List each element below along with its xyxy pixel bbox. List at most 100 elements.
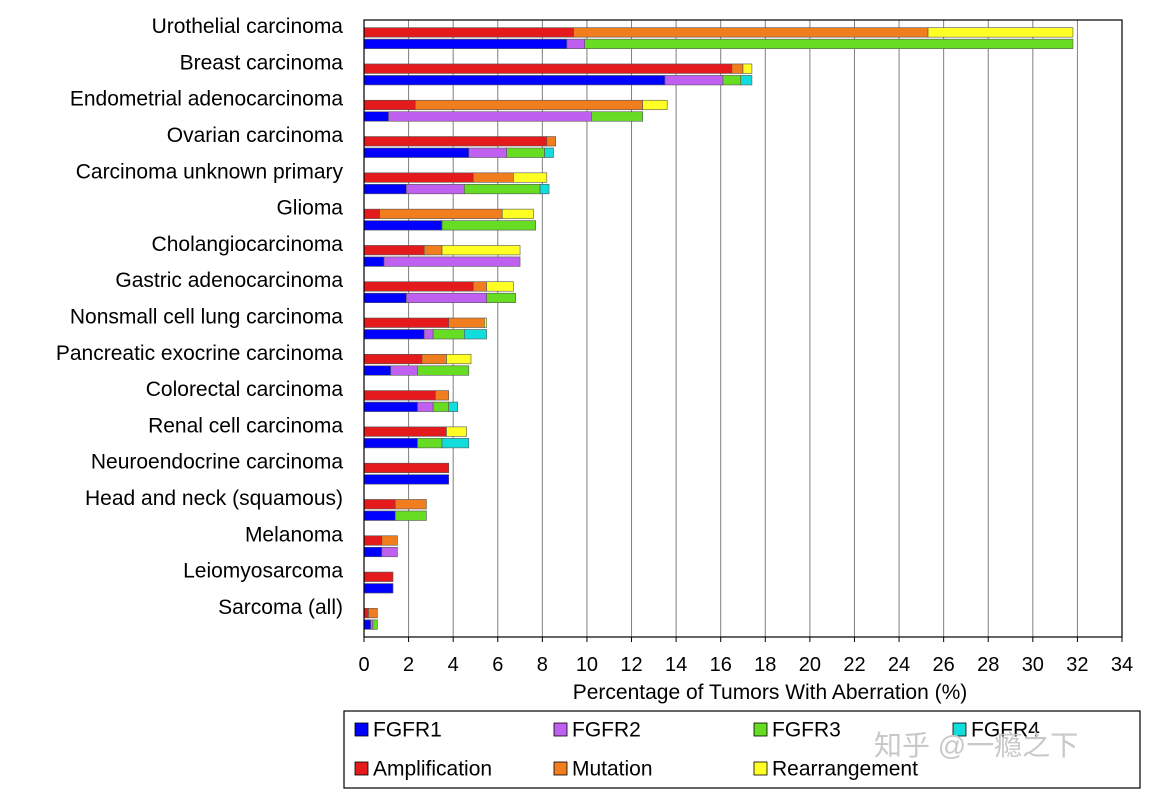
bar-gene-fgfr1 [363,147,470,158]
bar-aberration-mutation [381,535,398,546]
category-label: Breast carcinoma [180,51,344,74]
bar-gene-fgfr2 [566,38,586,49]
legend-swatch-fgfr2 [553,722,568,737]
bar-aberration-rearrangement [742,63,753,74]
bar-gene-fgfr4 [539,184,550,195]
category-label: Nonsmall cell lung carcinoma [70,306,343,329]
legend-swatch-mutation [553,761,568,776]
bar-aberration-mutation [435,390,450,401]
bar-gene-fgfr2 [383,256,521,267]
category-label: Urothelial carcinoma [152,15,344,38]
category-label: Melanoma [245,523,343,546]
legend-label-fgfr1: FGFR1 [373,719,442,742]
bar-aberration-rearrangement [501,208,534,219]
legend-swatch-fgfr1 [354,722,369,737]
bar-aberration-amplification [363,136,548,147]
category-label: Cholangiocarcinoma [152,233,344,256]
watermark-text: 知乎 @一瘾之下 [874,730,1078,761]
bar-aberration-mutation [472,281,487,292]
bar-gene-fgfr1 [363,619,371,630]
bar-gene-fgfr1 [363,220,443,231]
bar-gene-fgfr3 [722,75,742,86]
legend-swatch-amplification [354,761,369,776]
bar-gene-fgfr3 [584,38,1074,49]
legend-swatch-fgfr4 [952,722,967,737]
category-label: Carcinoma unknown primary [76,160,344,183]
bar-gene-fgfr2 [664,75,724,86]
bar-aberration-rearrangement [484,317,487,328]
legend-swatch-fgfr3 [753,722,768,737]
bar-aberration-amplification [363,535,383,546]
bar-aberration-mutation [423,245,443,256]
bar-gene-fgfr1 [363,292,407,304]
x-tick-label-24: 24 [888,654,910,676]
bar-aberration-amplification [363,571,394,582]
x-tick-label-22: 22 [843,654,865,676]
bar-aberration-amplification [363,172,474,183]
category-label: Gastric adenocarcinoma [115,269,343,292]
bar-gene-fgfr1 [363,256,385,267]
bar-gene-fgfr3 [417,438,443,449]
category-label: Glioma [276,197,343,220]
x-tick-label-16: 16 [710,654,732,676]
bar-aberration-amplification [363,426,447,437]
legend-swatch-rearrangement [753,761,768,776]
bar-aberration-rearrangement [486,281,514,292]
bar-aberration-amplification [363,281,474,292]
legend-label-mutation: Mutation [572,758,653,781]
bar-gene-fgfr1 [363,401,418,412]
x-tick-label-20: 20 [799,654,821,676]
x-tick-label-26: 26 [933,654,955,676]
bar-gene-fgfr1 [363,111,389,122]
legend-frame [343,710,1141,789]
bar-aberration-amplification [363,63,733,74]
bar-aberration-amplification [363,390,436,401]
legend-label-fgfr3: FGFR3 [772,719,841,742]
bar-aberration-amplification [363,208,380,219]
bar-gene-fgfr3 [506,147,545,158]
bar-gene-fgfr1 [363,438,418,449]
category-label: Endometrial adenocarcinoma [70,88,343,111]
bar-gene-fgfr4 [740,75,753,86]
bar-aberration-rearrangement [446,426,467,437]
bar-aberration-amplification [363,353,423,365]
category-label: Leiomyosarcoma [183,560,343,583]
x-tick-label-34: 34 [1111,654,1133,676]
x-tick-label-12: 12 [620,654,642,676]
bar-gene-fgfr3 [432,401,450,412]
legend-label-rearrangement: Rearrangement [772,758,918,781]
legend: FGFR1 FGFR2 FGFR3 FGFR4 Amplification Mutatio… [343,710,1141,789]
x-tick-label-10: 10 [576,654,598,676]
bar-gene-fgfr1 [363,583,394,594]
category-label: Sarcoma (all) [218,596,343,619]
bar-aberration-rearrangement [927,27,1074,38]
legend-label-fgfr2: FGFR2 [572,719,641,742]
bar-gene-fgfr3 [591,111,643,122]
bar-aberration-rearrangement [446,353,472,365]
bar-aberration-amplification [363,245,425,256]
bar-aberration-amplification [363,462,450,473]
bar-aberration-mutation [448,317,485,328]
category-label: Neuroendocrine carcinoma [91,451,343,474]
bars [363,27,1074,630]
bar-gene-fgfr3 [486,292,516,304]
category-label: Pancreatic exocrine carcinoma [56,342,343,365]
bar-gene-fgfr3 [372,619,378,630]
bar-gene-fgfr2 [417,401,434,412]
bar-aberration-rearrangement [513,172,548,183]
bar-gene-fgfr3 [441,220,536,231]
bar-gene-fgfr2 [423,329,434,340]
x-tick-label-6: 6 [492,654,503,676]
bar-aberration-rearrangement [642,99,668,111]
x-tick-label-18: 18 [754,654,776,676]
bar-gene-fgfr4 [441,438,470,449]
category-label: Renal cell carcinoma [148,414,343,437]
bar-gene-fgfr3 [464,184,541,195]
bar-gene-fgfr2 [406,184,465,195]
bar-aberration-amplification [363,608,369,619]
x-tick-label-2: 2 [403,654,414,676]
bar-gene-fgfr2 [406,292,487,304]
bar-gene-fgfr2 [468,147,507,158]
bar-aberration-mutation [368,608,378,619]
